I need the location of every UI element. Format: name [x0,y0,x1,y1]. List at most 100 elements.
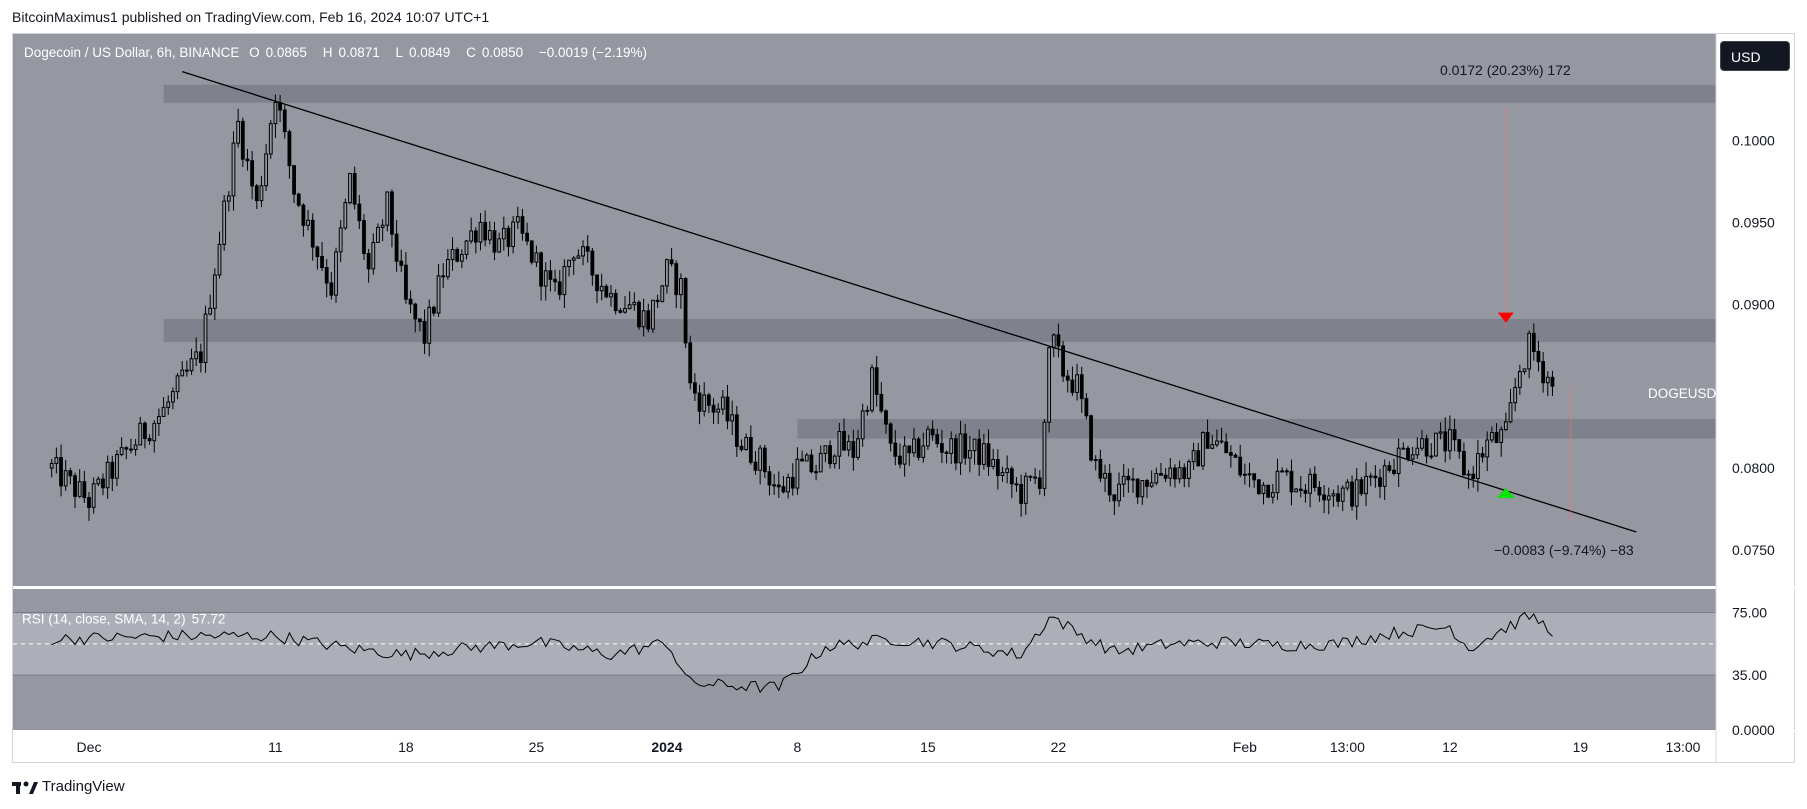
candle-body [795,458,800,489]
candle-body [1410,454,1415,460]
candle-body [170,391,175,403]
candle-body [543,270,548,287]
candle-body [590,250,595,276]
candle-body [1009,468,1014,485]
candle-body [133,444,138,451]
candle-body [501,227,506,240]
symbol-legend[interactable]: Dogecoin / US Dollar, 6h, BINANCE O 0.086… [24,45,653,60]
candle-body [520,216,525,234]
candle-body [1485,439,1490,458]
price-pane-background[interactable] [13,34,1716,586]
candle-body [967,450,972,459]
candle-body [1005,468,1010,474]
candle-body [511,221,516,248]
candle-body [529,240,534,263]
ohlc-open-value: 0.0865 [265,45,307,60]
candle-body [413,303,418,320]
candle-body [115,454,119,479]
ohlc-open-label: O [249,45,260,60]
candle-body [124,447,129,450]
candle-body [1322,494,1326,501]
candle-body [487,230,492,241]
candle-body [832,455,837,465]
candle-body [157,415,161,424]
candle-body [226,195,231,202]
candle-body [450,249,455,261]
symbol-name[interactable]: Dogecoin / US Dollar, 6h, BINANCE [24,45,240,60]
candle-body [1303,489,1308,494]
candle-body [1368,475,1373,478]
candle-body [1420,438,1424,449]
candle-body [1149,482,1154,487]
candle-body [907,445,912,454]
candle-body [422,321,427,344]
candle-body [231,142,236,197]
ohlc-high-value: 0.0871 [338,45,380,60]
candle-body [306,219,310,226]
candle-body [1373,475,1378,479]
candle-body [623,308,627,313]
candle-body [296,193,301,206]
candle-body [963,433,968,459]
candle-body [385,191,390,226]
candle-body [860,410,865,440]
candle-body [637,301,641,328]
candle-body [366,253,371,270]
publisher-text: BitcoinMaximus1 published on TradingView… [12,9,490,25]
horizontal-zone[interactable] [163,84,1717,103]
candle-body [874,367,879,395]
candle-body [823,445,828,454]
horizontal-zone[interactable] [797,418,1716,439]
candle-body [1266,484,1271,498]
candle-body [166,401,171,408]
candle-body [1280,470,1285,473]
candle-body [818,452,823,473]
candle-body [236,120,241,144]
candle-body [1494,432,1499,444]
candle-body [846,440,851,451]
candle-body [1084,398,1089,417]
candle-body [1187,461,1191,479]
candle-body [119,447,124,456]
tradingview-logo-icon [12,781,38,795]
candle-body [1270,492,1275,498]
rsi-line [51,611,1553,694]
candle-body [683,278,688,344]
candle-body [902,445,907,465]
footer-brand[interactable]: TradingView [12,778,125,795]
time-tick-label: 22 [1051,739,1067,755]
descending-trendline[interactable] [182,71,1637,533]
time-tick-label: Dec [77,739,102,755]
candle-body [1434,432,1438,457]
currency-button[interactable]: USD [1720,41,1790,71]
candle-body [991,459,996,467]
candle-body [1261,484,1266,495]
candle-body [1545,376,1550,384]
candle-body [1345,481,1350,489]
horizontal-zone[interactable] [163,319,1717,342]
candle-body [1517,371,1522,388]
candle-body [418,318,422,323]
candle-body [557,281,562,296]
bearish-marker-icon [1497,312,1514,323]
candle-body [217,243,222,276]
candle-body [1014,483,1019,486]
candle-body [77,481,82,497]
candle-body [1382,465,1387,487]
rsi-label-name: RSI (14, close, SMA, 14, 2) [22,612,186,627]
candle-body [1350,481,1354,507]
candle-body [1112,494,1117,502]
candle-body [175,375,180,393]
candle-body [1415,447,1420,456]
candle-body [842,430,846,451]
candle-body [655,299,660,303]
candle-body [1294,488,1299,493]
candle-body [702,394,707,412]
bullish-marker-icon [1496,487,1515,498]
candle-body [609,292,613,298]
candle-body [315,246,320,258]
candle-body [646,310,651,330]
ohlc-low: L 0.0849 [396,45,457,60]
candle-body [851,440,856,458]
